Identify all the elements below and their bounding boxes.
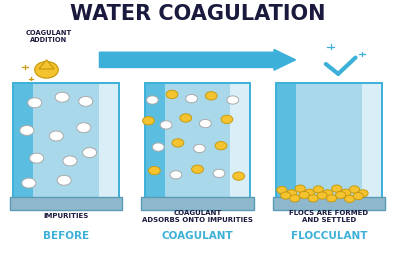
Circle shape	[323, 190, 333, 197]
Bar	[13, 83, 119, 200]
Circle shape	[233, 172, 245, 180]
Text: WATER COAGULATION: WATER COAGULATION	[70, 4, 325, 24]
Text: BEFORE: BEFORE	[43, 231, 89, 241]
Text: FLOCCULANT: FLOCCULANT	[291, 231, 367, 241]
Bar	[276, 83, 296, 200]
Circle shape	[304, 189, 314, 196]
Bar	[10, 197, 122, 210]
Text: IMPURITIES: IMPURITIES	[43, 213, 89, 219]
Bar	[145, 83, 250, 200]
Bar	[99, 83, 119, 200]
Bar	[141, 197, 254, 210]
Circle shape	[336, 191, 346, 199]
Circle shape	[149, 166, 160, 175]
Circle shape	[358, 190, 368, 197]
Circle shape	[49, 131, 63, 141]
Bar	[13, 83, 33, 200]
Circle shape	[22, 178, 36, 188]
Circle shape	[160, 121, 172, 129]
Circle shape	[152, 143, 164, 151]
Circle shape	[170, 171, 182, 179]
Circle shape	[277, 186, 287, 193]
Circle shape	[166, 90, 178, 99]
Circle shape	[340, 189, 351, 196]
Circle shape	[147, 96, 158, 104]
Circle shape	[313, 186, 324, 193]
Circle shape	[20, 125, 34, 136]
Circle shape	[299, 191, 309, 199]
Circle shape	[286, 190, 297, 197]
Circle shape	[28, 98, 42, 108]
Circle shape	[30, 153, 44, 163]
Circle shape	[295, 185, 305, 192]
Bar	[362, 83, 382, 200]
Circle shape	[180, 114, 192, 122]
Bar	[273, 197, 385, 210]
Bar	[145, 83, 165, 200]
Circle shape	[83, 148, 97, 158]
Circle shape	[194, 144, 205, 153]
Circle shape	[35, 62, 58, 78]
Bar	[276, 83, 382, 200]
Circle shape	[213, 169, 225, 178]
Circle shape	[55, 92, 69, 102]
Text: COAGULANT
ADSORBS ONTO IMPURITIES: COAGULANT ADSORBS ONTO IMPURITIES	[142, 210, 253, 223]
Text: FLOCS ARE FORMED
AND SETTLED: FLOCS ARE FORMED AND SETTLED	[289, 210, 369, 223]
Bar	[165, 83, 230, 200]
Circle shape	[281, 192, 291, 199]
Bar	[296, 83, 362, 200]
FancyArrow shape	[100, 50, 295, 70]
Circle shape	[332, 185, 342, 192]
Circle shape	[290, 195, 300, 202]
Bar	[33, 83, 99, 200]
Circle shape	[77, 123, 91, 133]
Bar	[230, 83, 250, 200]
Polygon shape	[39, 60, 54, 69]
Circle shape	[205, 92, 217, 100]
Circle shape	[317, 192, 327, 199]
Circle shape	[199, 119, 211, 128]
Text: COAGULANT: COAGULANT	[162, 231, 233, 241]
Circle shape	[172, 139, 184, 147]
Circle shape	[327, 195, 337, 202]
Circle shape	[79, 96, 93, 106]
Circle shape	[353, 192, 363, 200]
Circle shape	[308, 195, 318, 202]
Circle shape	[63, 156, 77, 166]
Circle shape	[57, 175, 71, 185]
Text: COAGULANT
ADDITION: COAGULANT ADDITION	[25, 30, 71, 43]
Circle shape	[192, 165, 203, 173]
Circle shape	[344, 195, 355, 202]
Circle shape	[221, 115, 233, 123]
Circle shape	[186, 94, 198, 103]
Circle shape	[227, 96, 239, 104]
Circle shape	[143, 116, 154, 125]
Circle shape	[349, 186, 359, 193]
Circle shape	[215, 141, 227, 150]
